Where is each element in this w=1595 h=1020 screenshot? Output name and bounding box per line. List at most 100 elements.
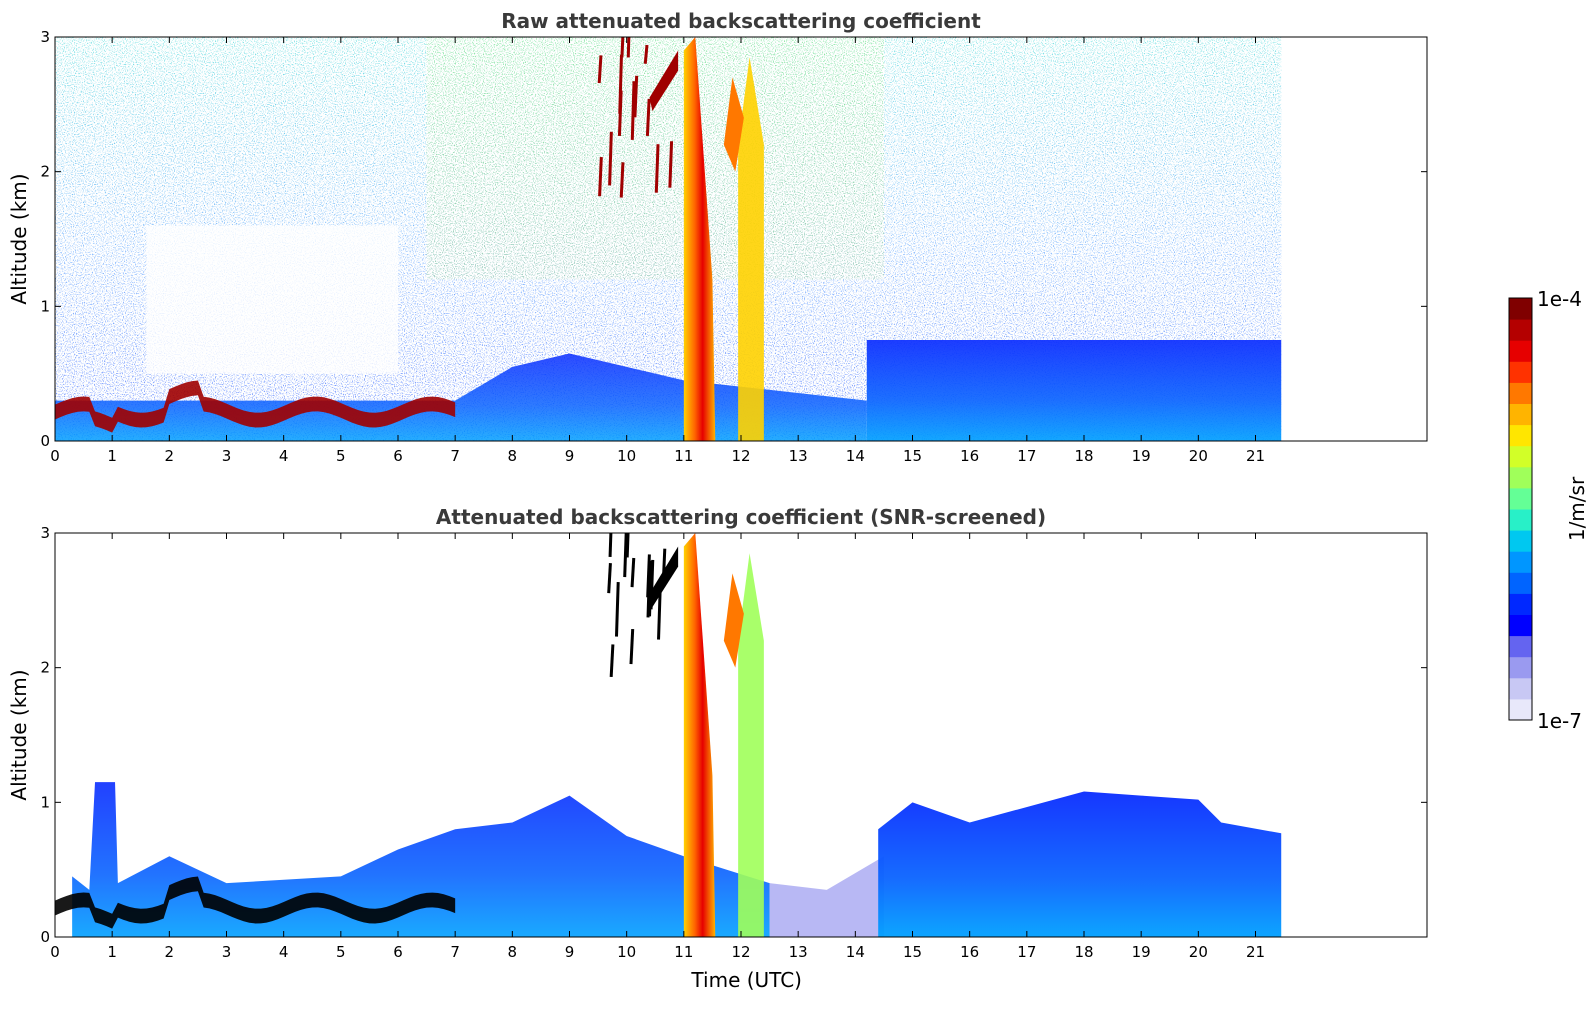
x-tick-label: 6 <box>393 943 403 961</box>
x-axis-label: Time (UTC) <box>690 968 802 992</box>
colorbar-frame <box>1508 297 1533 721</box>
cloud-streak <box>618 54 623 114</box>
cloud-streak <box>620 37 625 58</box>
x-tick-label: 9 <box>565 447 575 465</box>
cloud-streak <box>630 557 636 588</box>
y-axis-label: Altitude (km) <box>7 173 31 304</box>
x-tick-label: 19 <box>1132 447 1151 465</box>
x-tick-label: 5 <box>336 447 346 465</box>
colorbar-swatch <box>1509 466 1532 489</box>
y-tick-label: 3 <box>40 28 50 46</box>
cloud-streak <box>608 533 613 558</box>
cloud-column <box>738 57 764 441</box>
x-tick-label: 21 <box>1246 447 1265 465</box>
heatmap-image <box>55 37 1282 441</box>
x-tick-label: 10 <box>617 943 636 961</box>
cloud-column <box>723 573 744 668</box>
cloud-streak <box>626 37 631 58</box>
x-tick-label: 10 <box>617 447 636 465</box>
cloud-streak <box>614 582 620 637</box>
cloud-streak <box>649 50 679 112</box>
colorbar-swatch <box>1509 509 1532 531</box>
x-tick-label: 18 <box>1074 447 1093 465</box>
heatmap-image <box>55 533 1282 937</box>
colorbar-swatch <box>1509 530 1532 552</box>
y-tick-label: 2 <box>40 163 50 181</box>
cloud-streak <box>630 81 636 140</box>
colorbar-swatch <box>1509 382 1532 404</box>
cloud-streak <box>649 546 679 608</box>
x-tick-label: 17 <box>1017 943 1036 961</box>
cloud-streak <box>623 533 628 578</box>
x-tick-label: 11 <box>674 447 693 465</box>
colorbar-swatch <box>1509 635 1532 658</box>
colorbar-label: 1/m/sr <box>1565 476 1589 541</box>
y-tick-label: 2 <box>40 659 50 677</box>
aerosol-layer <box>55 380 456 433</box>
x-tick-label: 20 <box>1189 943 1208 961</box>
x-tick-label: 8 <box>508 447 518 465</box>
cloud-streak <box>598 157 603 197</box>
x-tick-label: 8 <box>508 943 518 961</box>
colorbar-swatch <box>1509 340 1532 362</box>
cloud-streak <box>597 55 603 84</box>
x-tick-label: 19 <box>1132 943 1151 961</box>
x-tick-label: 13 <box>789 943 808 961</box>
colorbar-swatch <box>1509 593 1532 615</box>
cloud-streak <box>654 144 660 193</box>
cloud-streak <box>648 560 653 617</box>
panel-raw: Raw attenuated backscattering coefficien… <box>7 9 1428 465</box>
cloud-column <box>738 553 764 937</box>
x-tick-label: 2 <box>165 943 175 961</box>
cloud-streak <box>609 644 615 678</box>
y-tick-label: 0 <box>40 432 50 450</box>
x-tick-label: 0 <box>50 447 60 465</box>
x-tick-label: 13 <box>789 447 808 465</box>
x-tick-label: 9 <box>565 943 575 961</box>
colorbar-swatch <box>1509 319 1532 341</box>
panel-title: Attenuated backscattering coefficient (S… <box>436 505 1046 529</box>
cloud-streak <box>657 586 662 640</box>
x-tick-label: 5 <box>336 943 346 961</box>
x-tick-label: 7 <box>450 943 460 961</box>
colorbar-max-label: 1e-4 <box>1537 287 1582 311</box>
cloud-streak <box>633 75 639 118</box>
x-tick-label: 6 <box>393 447 403 465</box>
x-tick-label: 3 <box>222 447 232 465</box>
cloud-streak <box>619 162 625 198</box>
colorbar-swatch <box>1509 424 1532 447</box>
x-tick-label: 1 <box>107 447 117 465</box>
y-tick-label: 1 <box>40 793 50 811</box>
x-tick-label: 20 <box>1189 447 1208 465</box>
colorbar-swatch <box>1509 361 1532 383</box>
colorbar-swatch <box>1509 298 1532 320</box>
colorbar-swatch <box>1509 487 1532 510</box>
x-tick-label: 21 <box>1246 943 1265 961</box>
colorbar-swatch <box>1509 572 1532 594</box>
y-tick-label: 3 <box>40 524 50 542</box>
x-tick-label: 4 <box>279 943 289 961</box>
cloud-column <box>683 37 716 441</box>
x-tick-label: 16 <box>960 943 979 961</box>
x-tick-label: 11 <box>674 943 693 961</box>
cloud-streak <box>645 98 651 137</box>
y-tick-label: 1 <box>40 297 50 315</box>
x-tick-label: 14 <box>846 447 865 465</box>
panel-title: Raw attenuated backscattering coefficien… <box>501 9 981 33</box>
x-tick-label: 12 <box>731 943 750 961</box>
x-tick-label: 17 <box>1017 447 1036 465</box>
x-tick-label: 3 <box>222 943 232 961</box>
colorbar-swatch <box>1509 656 1532 679</box>
x-tick-label: 12 <box>731 447 750 465</box>
x-tick-label: 14 <box>846 943 865 961</box>
y-axis-label: Altitude (km) <box>7 669 31 800</box>
cloud-streak <box>607 563 612 594</box>
aerosol-layer <box>55 876 456 929</box>
x-tick-label: 0 <box>50 943 60 961</box>
x-tick-label: 18 <box>1074 943 1093 961</box>
x-tick-label: 7 <box>450 447 460 465</box>
x-tick-label: 1 <box>107 943 117 961</box>
colorbar-swatch <box>1509 677 1532 700</box>
colorbar-swatch <box>1509 698 1532 721</box>
